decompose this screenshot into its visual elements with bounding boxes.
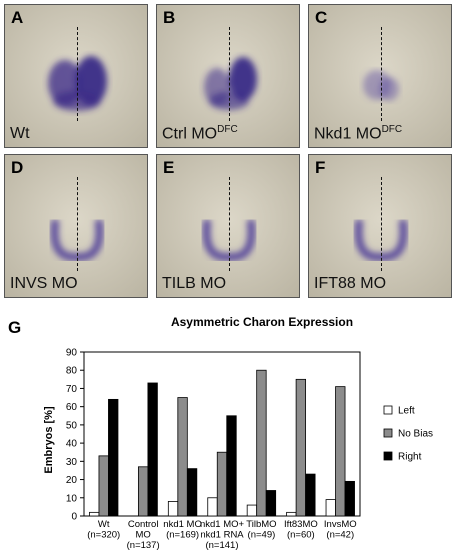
bar-left bbox=[325, 499, 336, 517]
bar-no-bias bbox=[137, 466, 149, 517]
y-tick-label: 10 bbox=[66, 493, 78, 504]
panel-label: IFT88 MO bbox=[314, 275, 386, 293]
charon-bar-chart: Asymmetric Charon Expression Embryos [%]… bbox=[43, 315, 433, 550]
legend: Left No Bias Right bbox=[383, 405, 433, 463]
panel-f: F IFT88 MO bbox=[308, 154, 452, 298]
x-category-label: Ift83MO bbox=[284, 519, 318, 530]
panel-letter: B bbox=[163, 8, 176, 27]
bar-no-bias bbox=[216, 451, 228, 517]
panel-letter: A bbox=[11, 8, 24, 27]
x-category-label: (n=320) bbox=[87, 530, 120, 541]
bar-left bbox=[167, 501, 179, 517]
embryo-stain-image bbox=[309, 155, 451, 297]
midline-dashed bbox=[229, 27, 230, 121]
bar-right bbox=[108, 398, 119, 517]
bar-no-bias bbox=[256, 369, 267, 517]
embryo-stain-image bbox=[309, 5, 451, 147]
panel-label-superscript: DFC bbox=[381, 123, 403, 135]
panel-label-text: TILB MO bbox=[162, 275, 227, 292]
midline-dashed bbox=[229, 177, 230, 271]
panel-letter: F bbox=[315, 158, 326, 177]
panel-label-text: Wt bbox=[10, 125, 30, 142]
x-category-label: (n=169) bbox=[166, 530, 199, 541]
panel-a: A Wt bbox=[4, 4, 148, 148]
bar-right bbox=[186, 468, 198, 517]
x-category-label: MO bbox=[135, 530, 150, 541]
x-category-label: TilbMO bbox=[246, 519, 276, 530]
y-axis-label: Embryos [%] bbox=[43, 406, 55, 474]
embryo-stain-image bbox=[157, 5, 299, 147]
x-category-label: nkd1 MO bbox=[163, 519, 202, 530]
panel-label-text: Nkd1 MO bbox=[314, 125, 382, 142]
panel-label-superscript: DFC bbox=[217, 123, 238, 135]
panel-letter: D bbox=[11, 158, 24, 177]
bar-left bbox=[286, 511, 297, 517]
bar-no-bias bbox=[295, 378, 307, 517]
y-tick-label: 60 bbox=[66, 402, 78, 413]
midline-dashed bbox=[77, 177, 78, 271]
panel-label-text: Ctrl MO bbox=[162, 125, 218, 142]
legend-label: Right bbox=[398, 452, 422, 463]
embryo-stain-image bbox=[5, 5, 147, 147]
midline-dashed bbox=[381, 177, 382, 271]
x-category-label: InvsMO bbox=[324, 519, 357, 530]
panel-letter: C bbox=[315, 8, 328, 27]
bar-left bbox=[89, 511, 100, 517]
y-tick-label: 90 bbox=[66, 348, 78, 359]
panel-label: Nkd1 MODFC bbox=[314, 124, 402, 143]
midline-dashed bbox=[77, 27, 78, 121]
midline-dashed bbox=[381, 27, 382, 121]
embryo-stain-image bbox=[157, 155, 299, 297]
x-category-label: Wt bbox=[98, 519, 110, 530]
bar-right bbox=[226, 415, 237, 517]
bar-right bbox=[265, 490, 277, 517]
panel-b: B Ctrl MODFC bbox=[156, 4, 300, 148]
panel-d: D INVS MO bbox=[4, 154, 148, 298]
bar-no-bias bbox=[177, 397, 188, 517]
panel-e: E TILB MO bbox=[156, 154, 300, 298]
legend-swatch bbox=[383, 428, 393, 438]
bar-right bbox=[305, 473, 316, 517]
chart-title: Asymmetric Charon Expression bbox=[171, 315, 353, 329]
bar-right bbox=[344, 480, 355, 517]
x-category-label: (n=141) bbox=[205, 540, 238, 550]
legend-swatch bbox=[383, 405, 393, 415]
y-tick-label: 20 bbox=[66, 475, 78, 486]
x-category-label: nkd1 MO+ bbox=[200, 519, 245, 530]
panel-label: INVS MO bbox=[10, 275, 78, 293]
plot-area: 0102030405060708090Wt(n=320)ControlMO(n=… bbox=[66, 348, 361, 550]
panel-label: Ctrl MODFC bbox=[162, 124, 238, 143]
x-category-label: (n=42) bbox=[326, 530, 354, 541]
x-category-label: nkd1 RNA bbox=[200, 530, 244, 541]
panel-label-text: IFT88 MO bbox=[314, 275, 387, 292]
legend-label: Left bbox=[398, 406, 415, 417]
bar-left bbox=[207, 497, 218, 517]
bar-no-bias bbox=[98, 455, 109, 517]
panel-letter: E bbox=[163, 158, 175, 177]
legend-swatch bbox=[383, 451, 393, 461]
legend-label: No Bias bbox=[398, 429, 433, 440]
bar-right bbox=[147, 382, 158, 517]
panel-label: Wt bbox=[10, 125, 30, 143]
x-category-label: (n=49) bbox=[248, 530, 276, 541]
figure-letter-g: G bbox=[8, 318, 22, 337]
y-tick-label: 80 bbox=[66, 366, 78, 377]
y-tick-label: 50 bbox=[66, 420, 78, 431]
x-category-label: Control bbox=[128, 519, 159, 530]
x-category-label: (n=137) bbox=[127, 540, 160, 550]
y-tick-label: 0 bbox=[71, 512, 77, 523]
y-tick-label: 70 bbox=[66, 384, 78, 395]
x-category-label: (n=60) bbox=[287, 530, 315, 541]
embryo-stain-image bbox=[5, 155, 147, 297]
panel-label: TILB MO bbox=[162, 275, 226, 293]
y-tick-label: 30 bbox=[66, 457, 78, 468]
panel-c: C Nkd1 MODFC bbox=[308, 4, 452, 148]
bar-no-bias bbox=[335, 386, 346, 517]
y-tick-label: 40 bbox=[66, 439, 78, 450]
panel-label-text: INVS MO bbox=[10, 275, 78, 292]
bar-left bbox=[246, 504, 258, 517]
